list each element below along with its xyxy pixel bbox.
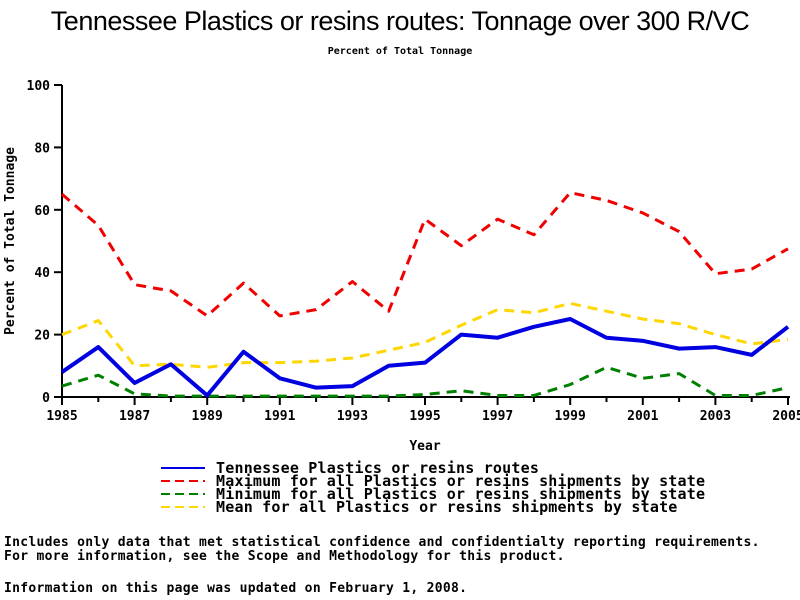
legend-line-blue-icon (161, 466, 205, 469)
svg-text:60: 60 (34, 204, 50, 219)
svg-text:0: 0 (42, 391, 50, 406)
svg-text:40: 40 (34, 266, 50, 281)
svg-text:1985: 1985 (46, 409, 77, 424)
svg-text:1997: 1997 (482, 409, 513, 424)
confidentiality-note-line1: Includes only data that met statistical … (4, 535, 760, 550)
legend-item-maximum: Maximum for all Plastics or resins shipm… (160, 471, 706, 490)
legend-item-mean: Mean for all Plastics or resins shipment… (160, 497, 705, 516)
legend-label: Minimum for all Plastics or resins shipm… (216, 484, 706, 503)
confidentiality-note-line2: For more information, see the Scope and … (4, 548, 565, 564)
svg-text:1995: 1995 (409, 409, 440, 424)
legend-line-red-icon (161, 479, 205, 482)
svg-text:1987: 1987 (119, 409, 150, 424)
svg-text:2003: 2003 (700, 409, 731, 424)
svg-text:100: 100 (27, 79, 51, 94)
legend-line-yellow-icon (161, 505, 205, 508)
chart-legend: Tennessee Plastics or resins routes Maxi… (160, 458, 706, 516)
confidentiality-note: Includes only data that met statistical … (4, 536, 800, 563)
svg-text:1993: 1993 (337, 409, 368, 424)
updated-note: Information on this page was updated on … (4, 581, 468, 596)
svg-text:20: 20 (34, 329, 50, 344)
legend-line-green-icon (161, 492, 205, 495)
svg-text:1991: 1991 (264, 409, 295, 424)
svg-text:2001: 2001 (627, 409, 658, 424)
svg-text:1999: 1999 (555, 409, 586, 424)
chart-title: Tennessee Plastics or resins routes: Ton… (50, 6, 750, 36)
svg-text:1989: 1989 (192, 409, 223, 424)
legend-item-minimum: Minimum for all Plastics or resins shipm… (160, 484, 706, 503)
svg-text:Year: Year (409, 439, 440, 454)
legend-label: Tennessee Plastics or resins routes (216, 458, 540, 477)
chart-subtitle: Percent of Total Tonnage (327, 46, 473, 57)
legend-label: Mean for all Plastics or resins shipment… (216, 497, 678, 516)
legend-item-tennessee: Tennessee Plastics or resins routes (160, 458, 705, 477)
svg-text:2005: 2005 (772, 409, 800, 424)
svg-text:80: 80 (34, 141, 50, 156)
legend-label: Maximum for all Plastics or resins shipm… (216, 471, 706, 490)
svg-text:Percent of Total Tonnage: Percent of Total Tonnage (3, 147, 18, 335)
tonnage-line-chart: 0 20 40 60 80 100 1985 1987 1989 1991 1993 1995 1997… (3, 79, 800, 454)
